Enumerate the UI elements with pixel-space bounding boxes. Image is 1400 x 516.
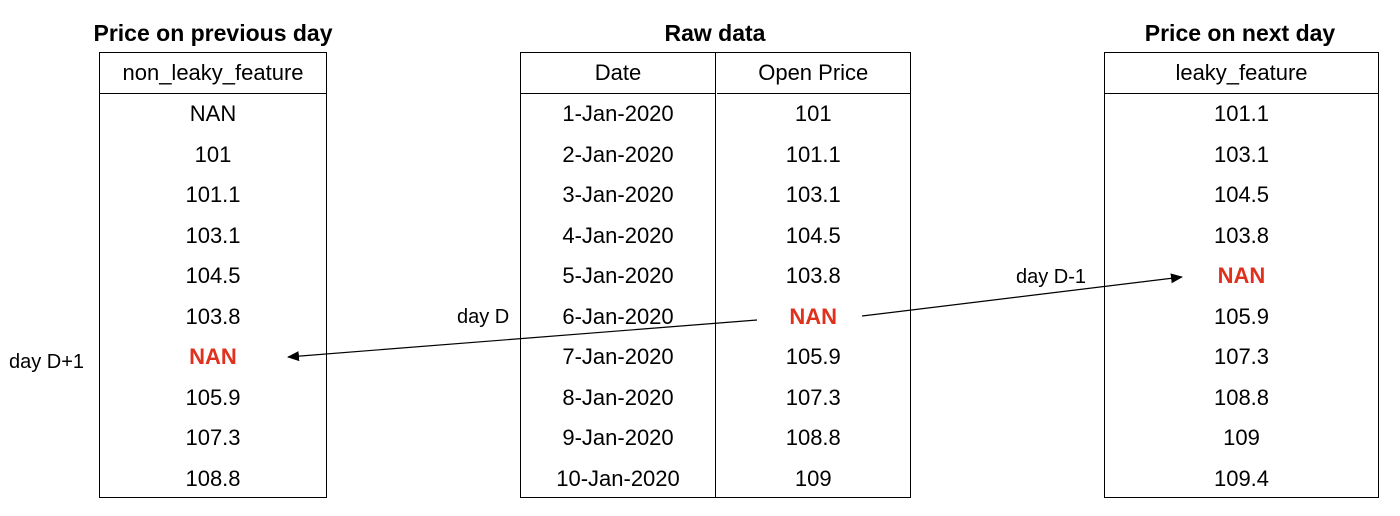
date-header: Date: [521, 53, 715, 94]
leaky-missing-cell: NAN: [1217, 263, 1266, 288]
open-price-cell: 104.5: [785, 222, 841, 248]
open-price-cell: 108.8: [785, 425, 841, 450]
arrow-to-next-day: [861, 273, 1183, 317]
date-cell: 5-Jan-2020: [562, 263, 674, 288]
open-price-cell: 105.9: [785, 344, 841, 369]
leaky-feature-header: leaky_feature: [1105, 53, 1378, 94]
non-leaky-feature-column: non_leaky_feature NAN 101 101.1 103.1 10…: [100, 53, 326, 497]
non-leaky-cell: 108.8: [185, 465, 241, 491]
leaky-cell: 101.1: [1213, 101, 1270, 126]
non-leaky-cell: NAN: [189, 101, 237, 126]
date-cell: 1-Jan-2020: [562, 101, 674, 126]
non-leaky-cell: 104.5: [185, 263, 241, 288]
day-d-label: day D: [457, 306, 510, 328]
open-price-cell: 109: [794, 465, 832, 491]
open-price-cell: 101: [794, 101, 832, 126]
date-cell: 3-Jan-2020: [562, 182, 674, 207]
raw-data-table: Date 1-Jan-2020 2-Jan-2020 3-Jan-2020 4-…: [520, 52, 911, 498]
non-leaky-cell: 103.8: [185, 303, 241, 329]
next-day-title: Price on next day: [1144, 20, 1336, 46]
date-cell: 6-Jan-2020: [562, 303, 674, 329]
date-column: Date 1-Jan-2020 2-Jan-2020 3-Jan-2020 4-…: [521, 53, 716, 497]
arrow-to-previous-day: [287, 319, 758, 362]
open-price-missing-cell: NAN: [789, 303, 838, 329]
leaky-cell: 108.8: [1213, 384, 1270, 410]
leaky-feature-table: leaky_feature 101.1 103.1 104.5 103.8 NA…: [1104, 52, 1379, 498]
leaky-cell: 103.8: [1213, 222, 1270, 248]
day-d-plus-1-label: day D+1: [9, 351, 85, 373]
date-cell: 4-Jan-2020: [562, 222, 674, 248]
open-price-cell: 107.3: [785, 384, 841, 410]
date-cell: 10-Jan-2020: [556, 465, 680, 491]
raw-data-title: Raw data: [664, 20, 766, 46]
leaky-cell: 103.1: [1213, 141, 1270, 167]
non-leaky-missing-cell: NAN: [189, 344, 237, 369]
date-cell: 2-Jan-2020: [562, 141, 674, 167]
leaky-cell: 104.5: [1213, 182, 1270, 207]
non-leaky-cell: 101.1: [185, 182, 241, 207]
date-cell: 9-Jan-2020: [562, 425, 674, 450]
leaky-cell: 105.9: [1213, 303, 1270, 329]
non-leaky-cell: 107.3: [185, 425, 241, 450]
non-leaky-cell: 103.1: [185, 222, 241, 248]
open-price-cell: 103.8: [785, 263, 841, 288]
open-price-cell: 103.1: [785, 182, 841, 207]
leaky-cell: 109: [1223, 425, 1260, 450]
date-cell: 7-Jan-2020: [562, 344, 674, 369]
non-leaky-feature-table: non_leaky_feature NAN 101 101.1 103.1 10…: [99, 52, 327, 498]
leaky-feature-column: leaky_feature 101.1 103.1 104.5 103.8 NA…: [1105, 53, 1378, 497]
leaky-cell: 109.4: [1213, 465, 1270, 491]
leaky-cell: 107.3: [1213, 344, 1270, 369]
open-price-header: Open Price: [716, 53, 910, 94]
non-leaky-cell: 101: [194, 141, 232, 167]
open-price-cell: 101.1: [785, 141, 841, 167]
non-leaky-feature-header: non_leaky_feature: [100, 53, 326, 94]
date-cell: 8-Jan-2020: [562, 384, 674, 410]
previous-day-title: Price on previous day: [93, 20, 333, 46]
open-price-column: Open Price 101 101.1 103.1 104.5 103.8 N…: [716, 53, 910, 497]
day-d-minus-1-label: day D-1: [1016, 266, 1087, 288]
non-leaky-cell: 105.9: [185, 384, 241, 410]
